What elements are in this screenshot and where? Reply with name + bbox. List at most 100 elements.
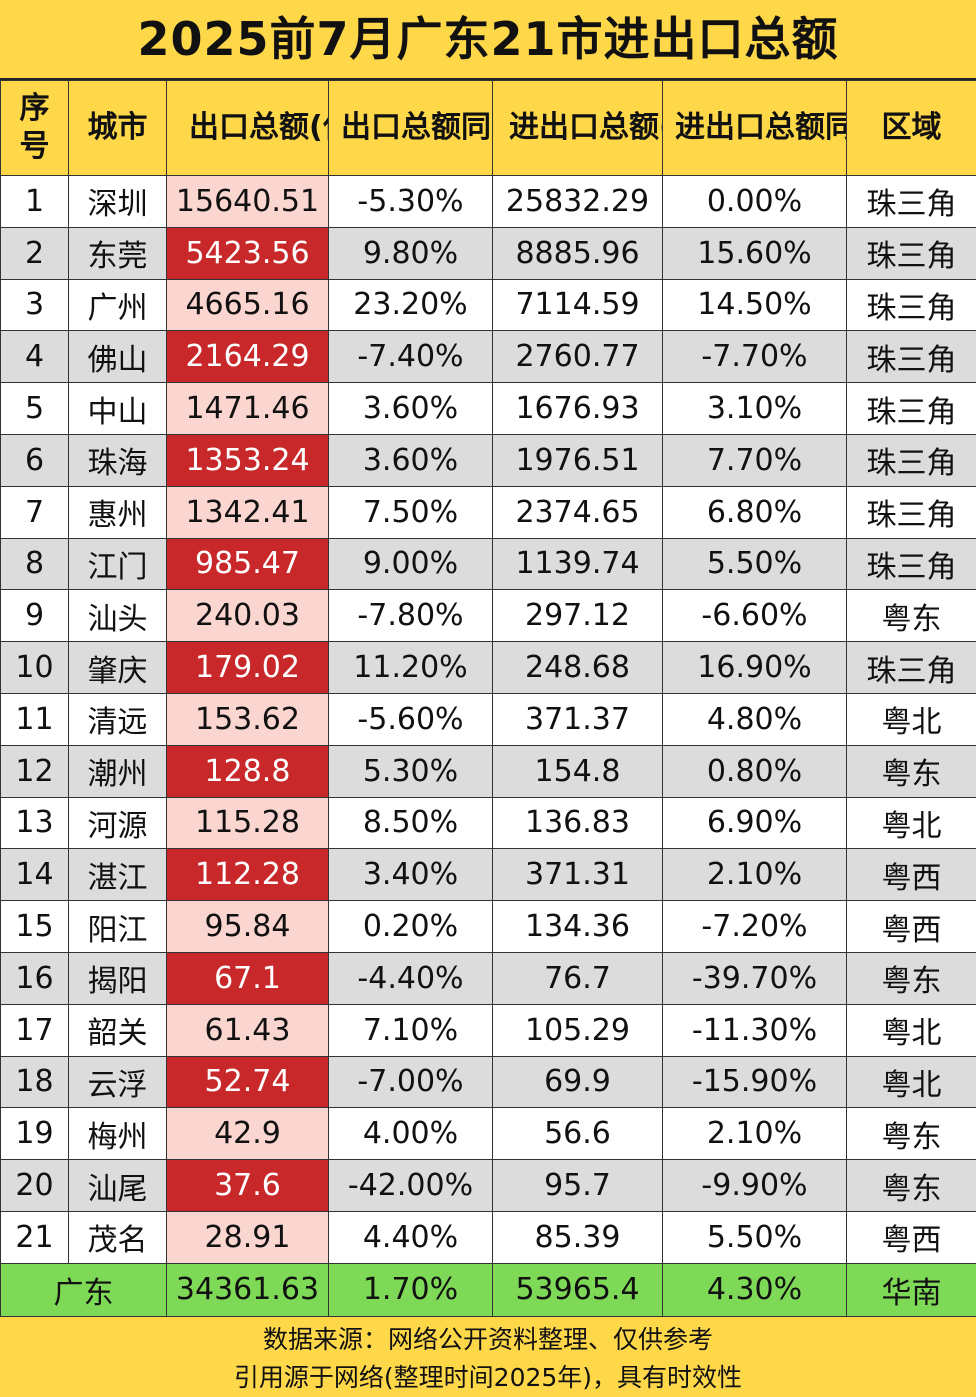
total-export: 34361.63 xyxy=(167,1263,329,1316)
cell-export: 67.1 xyxy=(167,952,329,1004)
cell-export: 1342.41 xyxy=(167,486,329,538)
cell-region: 珠三角 xyxy=(847,538,976,590)
cell-city: 江门 xyxy=(69,538,167,590)
cell-city: 汕头 xyxy=(69,590,167,642)
cell-region: 粤西 xyxy=(847,1211,976,1263)
footer-note: 引用源于网络(整理时间2025年)，具有时效性 xyxy=(0,1359,976,1397)
cell-city: 韶关 xyxy=(69,1004,167,1056)
cell-export-growth: 5.30% xyxy=(329,745,493,797)
cell-region: 粤北 xyxy=(847,797,976,849)
cell-total: 76.7 xyxy=(493,952,663,1004)
cell-total-growth: 14.50% xyxy=(663,279,847,331)
cell-export-growth: 11.20% xyxy=(329,642,493,694)
cell-index: 20 xyxy=(1,1160,69,1212)
cell-region: 珠三角 xyxy=(847,383,976,435)
cell-city: 珠海 xyxy=(69,434,167,486)
cell-city: 惠州 xyxy=(69,486,167,538)
cell-export: 2164.29 xyxy=(167,331,329,383)
cell-index: 15 xyxy=(1,901,69,953)
cell-export: 1353.24 xyxy=(167,434,329,486)
cell-total-growth: 6.90% xyxy=(663,797,847,849)
header-row: 序号 城市 出口总额(亿元) 出口总额同比增长 进出口总额(亿元) 进出口总额同… xyxy=(1,81,976,176)
cell-total-growth: -11.30% xyxy=(663,1004,847,1056)
cell-export: 1471.46 xyxy=(167,383,329,435)
cell-export-growth: 9.80% xyxy=(329,227,493,279)
cell-total: 371.37 xyxy=(493,693,663,745)
cell-export-growth: -4.40% xyxy=(329,952,493,1004)
cell-total: 1976.51 xyxy=(493,434,663,486)
cell-region: 粤东 xyxy=(847,952,976,1004)
cell-city: 云浮 xyxy=(69,1056,167,1108)
cell-city: 肇庆 xyxy=(69,642,167,694)
cell-export: 128.8 xyxy=(167,745,329,797)
cell-total-growth: 7.70% xyxy=(663,434,847,486)
cell-total: 371.31 xyxy=(493,849,663,901)
cell-city: 潮州 xyxy=(69,745,167,797)
cell-export: 61.43 xyxy=(167,1004,329,1056)
cell-city: 茂名 xyxy=(69,1211,167,1263)
cell-index: 2 xyxy=(1,227,69,279)
cell-export-growth: 3.40% xyxy=(329,849,493,901)
cell-city: 湛江 xyxy=(69,849,167,901)
cell-city: 河源 xyxy=(69,797,167,849)
cell-index: 8 xyxy=(1,538,69,590)
total-total: 53965.4 xyxy=(493,1263,663,1316)
cell-city: 佛山 xyxy=(69,331,167,383)
cell-region: 珠三角 xyxy=(847,176,976,228)
cell-total-growth: -7.20% xyxy=(663,901,847,953)
cell-city: 深圳 xyxy=(69,176,167,228)
cell-index: 3 xyxy=(1,279,69,331)
cell-export: 179.02 xyxy=(167,642,329,694)
header-total-growth: 进出口总额同比增长 xyxy=(663,81,847,176)
cell-export: 95.84 xyxy=(167,901,329,953)
cell-index: 18 xyxy=(1,1056,69,1108)
total-export-growth: 1.70% xyxy=(329,1263,493,1316)
cell-export-growth: -5.30% xyxy=(329,176,493,228)
cell-total: 85.39 xyxy=(493,1211,663,1263)
cell-export-growth: 7.10% xyxy=(329,1004,493,1056)
cell-total: 95.7 xyxy=(493,1160,663,1212)
cell-index: 1 xyxy=(1,176,69,228)
cell-export: 42.9 xyxy=(167,1108,329,1160)
cell-city: 东莞 xyxy=(69,227,167,279)
cell-export-growth: 23.20% xyxy=(329,279,493,331)
cell-total-growth: 0.00% xyxy=(663,176,847,228)
cell-index: 10 xyxy=(1,642,69,694)
cell-export-growth: -42.00% xyxy=(329,1160,493,1212)
cell-export: 153.62 xyxy=(167,693,329,745)
total-label: 广东 xyxy=(1,1263,167,1316)
cell-index: 19 xyxy=(1,1108,69,1160)
cell-total-growth: 15.60% xyxy=(663,227,847,279)
header-index: 序号 xyxy=(1,81,69,176)
header-export-growth: 出口总额同比增长 xyxy=(329,81,493,176)
cell-index: 9 xyxy=(1,590,69,642)
cell-region: 粤北 xyxy=(847,1056,976,1108)
cell-region: 珠三角 xyxy=(847,279,976,331)
cell-export: 28.91 xyxy=(167,1211,329,1263)
cell-export-growth: 8.50% xyxy=(329,797,493,849)
total-total-growth: 4.30% xyxy=(663,1263,847,1316)
cell-total: 56.6 xyxy=(493,1108,663,1160)
cell-total-growth: 5.50% xyxy=(663,1211,847,1263)
cell-total-growth: 3.10% xyxy=(663,383,847,435)
cell-region: 粤西 xyxy=(847,901,976,953)
cell-export: 4665.16 xyxy=(167,279,329,331)
cell-export-growth: 9.00% xyxy=(329,538,493,590)
cell-region: 珠三角 xyxy=(847,642,976,694)
cell-region: 粤北 xyxy=(847,693,976,745)
cell-index: 7 xyxy=(1,486,69,538)
cell-city: 清远 xyxy=(69,693,167,745)
footer: 数据来源：网络公开资料整理、仅供参考 引用源于网络(整理时间2025年)，具有时… xyxy=(0,1317,976,1397)
cell-city: 广州 xyxy=(69,279,167,331)
